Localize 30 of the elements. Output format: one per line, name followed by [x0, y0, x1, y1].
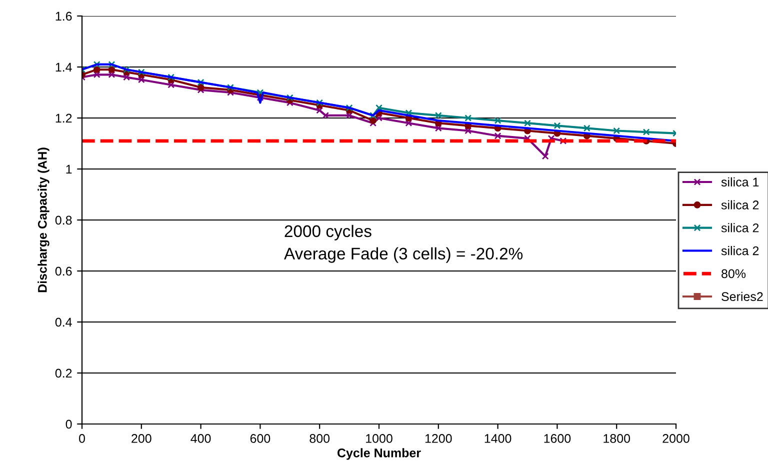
annotation: Average Fade (3 cells) = -20.2% [284, 247, 523, 263]
y-tick-label: 0.8 [55, 216, 72, 225]
legend-label: silica 2 [721, 223, 759, 232]
x-tick-label: 400 [190, 434, 211, 443]
x-axis-title: Cycle Number [337, 448, 421, 460]
x-tick-label: 2000 [662, 434, 690, 443]
x-tick-label: 800 [310, 434, 330, 443]
y-axis-title: Discharge Capacity (AH) [38, 148, 50, 292]
legend-label: Series2 [722, 292, 763, 302]
y-tick-label: 1.6 [56, 12, 72, 21]
x-tick-label: 1400 [484, 434, 512, 443]
x-tick-label: 1600 [544, 434, 571, 443]
y-tick-label: 1.2 [56, 114, 72, 123]
x-tick-label: 200 [132, 434, 152, 443]
y-tick-label: 0.6 [55, 266, 72, 276]
legend-label: 80% [722, 269, 746, 278]
y-tick-label: 0.4 [55, 318, 72, 327]
y-tick-label: 0.2 [55, 368, 72, 378]
x-tick-label: 600 [250, 434, 270, 443]
x-tick-label: 0 [79, 434, 85, 443]
x-tick-label: 1200 [425, 434, 452, 443]
legend-label: silica 2 [721, 246, 759, 256]
x-tick-label: 1800 [604, 434, 630, 443]
y-tick-label: 1.4 [56, 62, 72, 72]
y-tick-label: 1 [66, 164, 72, 174]
y-tick-label: 0 [66, 420, 72, 429]
annotation: 2000 cycles [284, 224, 372, 240]
x-tick-label: 1000 [366, 434, 392, 443]
legend-label: silica 1 [721, 177, 759, 186]
legend-label: silica 2 [721, 200, 759, 210]
